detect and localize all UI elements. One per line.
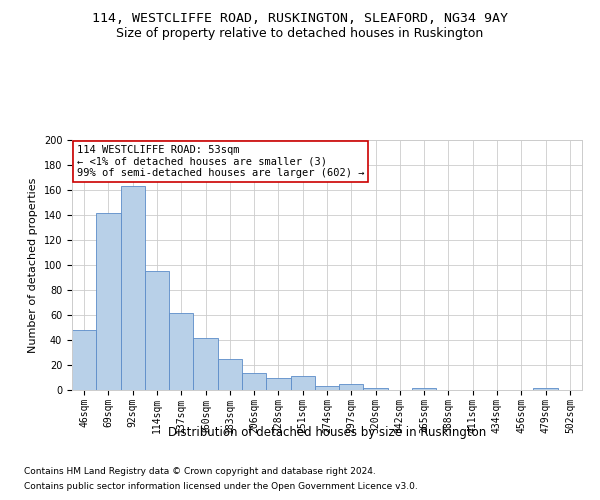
Text: Distribution of detached houses by size in Ruskington: Distribution of detached houses by size … xyxy=(168,426,486,439)
Bar xyxy=(121,186,145,390)
Text: 114, WESTCLIFFE ROAD, RUSKINGTON, SLEAFORD, NG34 9AY: 114, WESTCLIFFE ROAD, RUSKINGTON, SLEAFO… xyxy=(92,12,508,26)
Bar xyxy=(315,386,339,390)
Bar xyxy=(218,359,242,390)
Bar xyxy=(533,388,558,390)
Bar xyxy=(193,338,218,390)
Bar xyxy=(290,376,315,390)
Text: 114 WESTCLIFFE ROAD: 53sqm
← <1% of detached houses are smaller (3)
99% of semi-: 114 WESTCLIFFE ROAD: 53sqm ← <1% of deta… xyxy=(77,145,365,178)
Text: Contains public sector information licensed under the Open Government Licence v3: Contains public sector information licen… xyxy=(24,482,418,491)
Bar xyxy=(339,384,364,390)
Bar xyxy=(145,271,169,390)
Y-axis label: Number of detached properties: Number of detached properties xyxy=(28,178,38,352)
Bar xyxy=(96,212,121,390)
Bar xyxy=(72,330,96,390)
Bar xyxy=(169,312,193,390)
Bar xyxy=(242,372,266,390)
Bar xyxy=(412,388,436,390)
Text: Size of property relative to detached houses in Ruskington: Size of property relative to detached ho… xyxy=(116,28,484,40)
Text: Contains HM Land Registry data © Crown copyright and database right 2024.: Contains HM Land Registry data © Crown c… xyxy=(24,467,376,476)
Bar xyxy=(266,378,290,390)
Bar xyxy=(364,388,388,390)
